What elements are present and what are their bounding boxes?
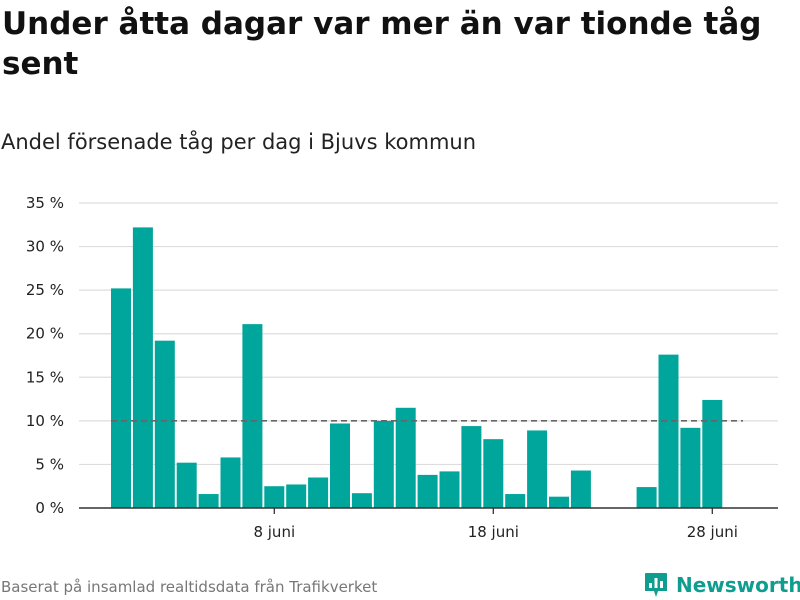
bar-day-20 <box>527 430 548 508</box>
x-tick-label: 8 juni <box>253 523 295 541</box>
y-tick-label: 35 % <box>26 194 64 212</box>
bar-day-9 <box>286 484 307 508</box>
bar-day-7 <box>242 324 263 508</box>
bars <box>111 227 723 508</box>
bar-day-6 <box>220 457 241 508</box>
source-note: Baserat på insamlad realtidsdata från Tr… <box>1 578 378 596</box>
bar-day-14 <box>395 407 416 508</box>
x-axis-tick-labels: 8 juni 18 juni 28 juni <box>253 523 737 541</box>
x-axis <box>79 507 778 514</box>
y-tick-label: 0 % <box>35 499 64 517</box>
brand-logo[interactable]: Newsworthy <box>644 570 800 600</box>
y-tick-label: 10 % <box>26 412 64 430</box>
bar-chart: 0 % 5 % 10 % 15 % 20 % 25 % 30 % 35 % 8 juni 18 … <box>26 194 778 541</box>
y-tick-label: 20 % <box>26 325 64 343</box>
bar-day-19 <box>505 494 526 508</box>
bar-day-1 <box>111 288 131 508</box>
bar-day-3 <box>154 340 175 508</box>
newsworthy-logo-icon <box>645 573 667 597</box>
chart-title: Under åtta dagar var mer än var tionde t… <box>2 6 762 82</box>
bar-day-4 <box>176 462 197 508</box>
y-axis-tick-labels: 0 % 5 % 10 % 15 % 20 % 25 % 30 % 35 % <box>26 194 64 517</box>
bar-day-13 <box>373 420 394 508</box>
bar-day-16 <box>439 471 460 508</box>
bar-day-25 <box>636 487 657 508</box>
bar-day-10 <box>308 477 329 508</box>
bar-day-5 <box>198 494 219 508</box>
y-tick-label: 5 % <box>35 455 64 473</box>
bar-day-21 <box>549 496 569 508</box>
chart-subtitle: Andel försenade tåg per dag i Bjuvs komm… <box>1 130 477 154</box>
bar-day-17 <box>461 426 482 508</box>
bar-day-8 <box>264 486 285 508</box>
bar-day-26 <box>658 354 679 508</box>
y-tick-label: 15 % <box>26 368 64 386</box>
bar-day-15 <box>417 474 438 508</box>
bar-day-2 <box>132 227 153 508</box>
x-tick-label: 18 juni <box>468 523 519 541</box>
bar-day-11 <box>330 423 350 508</box>
bar-day-27 <box>680 427 701 508</box>
x-tick-label: 28 juni <box>687 523 738 541</box>
y-tick-label: 25 % <box>26 281 64 299</box>
bar-day-22 <box>570 470 591 508</box>
y-tick-label: 30 % <box>26 238 64 256</box>
bar-day-12 <box>351 493 372 508</box>
brand-name: Newsworthy <box>676 573 800 597</box>
bar-day-28 <box>702 399 723 508</box>
bar-day-18 <box>483 439 504 508</box>
